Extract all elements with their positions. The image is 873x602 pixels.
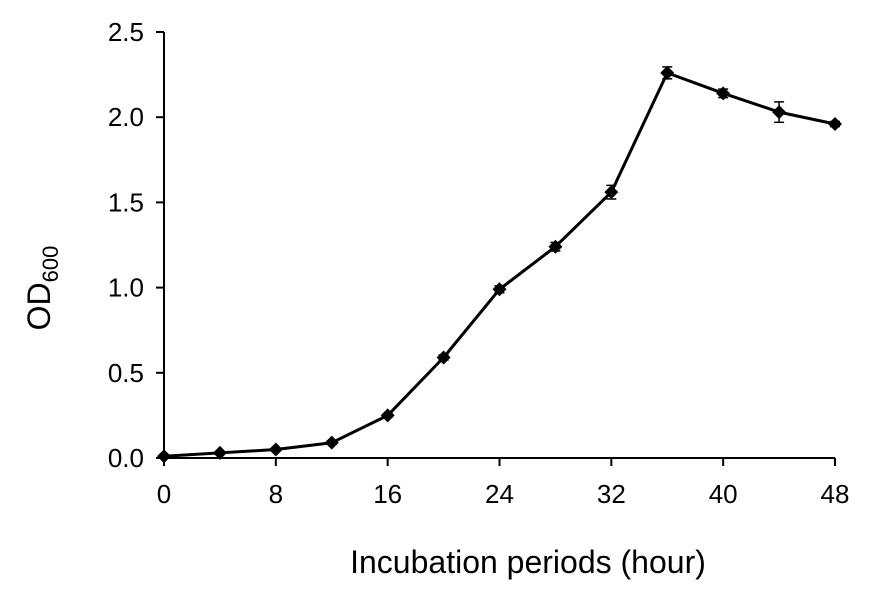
y-ticks: 0.0 0.5 1.0 1.5 2.0 2.5 <box>108 17 164 473</box>
y-tick-label: 2.5 <box>108 17 144 47</box>
x-tick-label: 48 <box>821 479 850 509</box>
data-point <box>212 445 227 460</box>
y-tick-label: 2.0 <box>108 102 144 132</box>
data-point <box>380 408 395 423</box>
x-tick-label: 16 <box>373 479 402 509</box>
y-tick-label: 1.0 <box>108 273 144 303</box>
data-point <box>604 185 619 200</box>
data-point <box>268 442 283 457</box>
series-line <box>163 71 836 458</box>
data-point <box>716 86 731 101</box>
series <box>157 65 842 464</box>
x-tick-label: 24 <box>485 479 514 509</box>
data-point <box>772 105 787 120</box>
y-axis-title: OD600 <box>21 246 63 331</box>
x-ticks: 0 8 16 24 32 40 48 <box>157 458 850 509</box>
data-point <box>436 350 451 365</box>
x-tick-label: 0 <box>157 479 171 509</box>
y-axis-title-subscript: 600 <box>38 246 63 283</box>
y-tick-label: 0.5 <box>108 358 144 388</box>
data-point <box>157 449 171 464</box>
data-point <box>324 435 339 450</box>
y-tick-label: 1.5 <box>108 187 144 217</box>
data-point <box>548 239 563 254</box>
x-tick-label: 40 <box>709 479 738 509</box>
y-tick-label: 0.0 <box>108 443 144 473</box>
data-point <box>828 117 842 132</box>
y-axis-title-main: OD <box>21 282 57 330</box>
x-tick-label: 32 <box>597 479 626 509</box>
data-point <box>660 65 675 80</box>
data-point <box>492 282 507 297</box>
x-tick-label: 8 <box>269 479 283 509</box>
x-axis-title: Incubation periods (hour) <box>350 544 706 580</box>
